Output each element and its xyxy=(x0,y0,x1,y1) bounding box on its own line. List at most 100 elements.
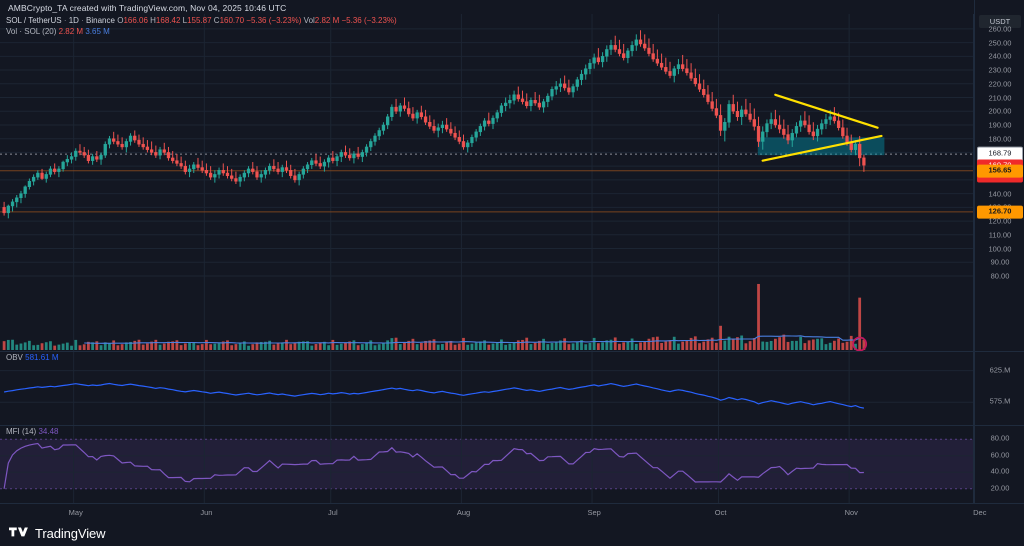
volume-bar xyxy=(744,343,748,350)
legend-volume-study-value: 2.82 M xyxy=(58,26,84,36)
volume-bar xyxy=(150,341,154,350)
candle-body xyxy=(634,39,638,46)
volume-bar xyxy=(803,343,807,350)
volume-bar xyxy=(462,337,465,350)
candle-body xyxy=(858,143,862,159)
volume-bar xyxy=(306,341,309,350)
volume-bar xyxy=(335,344,339,350)
price-chart-canvas[interactable] xyxy=(0,14,974,351)
legend-interval[interactable]: 1D xyxy=(68,16,79,25)
price-axis-tick: 200.00 xyxy=(988,106,1012,116)
mfi-chart-canvas[interactable] xyxy=(0,426,974,503)
volume-bar xyxy=(782,334,786,350)
time-axis-tick: Aug xyxy=(456,508,471,517)
mfi-name[interactable]: MFI (14) xyxy=(6,427,37,436)
obv-name[interactable]: OBV xyxy=(6,353,23,362)
candle-body xyxy=(192,164,196,170)
candle-body xyxy=(385,116,390,126)
candle-body xyxy=(141,143,145,148)
trendline-descending-resistance[interactable] xyxy=(774,93,879,129)
time-axis[interactable]: May Jun Jul Aug Sep Oct Nov Dec xyxy=(0,503,1024,520)
price-axis-unit[interactable]: USDT xyxy=(979,15,1021,28)
volume-bar xyxy=(137,339,141,350)
volume-series[interactable] xyxy=(2,283,866,350)
volume-bar xyxy=(221,341,225,350)
legend-close-label: C xyxy=(213,16,220,25)
candle-body xyxy=(807,124,811,133)
price-tag-alert-lower[interactable]: 126.70 xyxy=(977,205,1023,219)
legend-row-volume-study[interactable]: Vol · SOL (20) 2.82 M 3.65 M xyxy=(6,27,397,38)
candlestick-series[interactable] xyxy=(2,30,866,219)
trendlines[interactable] xyxy=(761,93,883,162)
candle-body xyxy=(238,176,242,182)
volume-bar xyxy=(811,339,815,350)
volume-bar xyxy=(580,340,583,350)
mfi-pane-title[interactable]: MFI (14) 34.48 xyxy=(6,427,59,436)
volume-bar xyxy=(453,344,457,350)
candle-body xyxy=(478,126,483,133)
candle-body xyxy=(499,105,504,113)
obv-pane-title[interactable]: OBV 581.61 M xyxy=(6,353,59,362)
candle-body xyxy=(525,101,529,107)
candle-body xyxy=(352,153,356,159)
volume-bar xyxy=(584,344,588,350)
volume-bar xyxy=(116,345,120,350)
mfi-axis-tick: 20.00 xyxy=(990,483,1010,493)
price-axis-tick: 120.00 xyxy=(988,216,1012,226)
candle-body xyxy=(394,106,398,112)
price-tag-alert-upper[interactable]: 156.65 xyxy=(977,164,1023,178)
candle-body xyxy=(769,119,773,124)
volume-bar xyxy=(78,345,82,350)
volume-bar xyxy=(323,341,326,350)
candle-body xyxy=(360,152,364,157)
mfi-pane-contents xyxy=(0,426,974,503)
candle-body xyxy=(672,68,676,76)
candle-body xyxy=(651,53,655,60)
candle-body xyxy=(740,109,744,117)
legend-open-label: O xyxy=(117,16,124,25)
candle-body xyxy=(179,163,183,167)
candle-body xyxy=(727,104,731,123)
volume-bar xyxy=(681,341,685,350)
volume-bar xyxy=(293,342,297,350)
candle-body xyxy=(272,165,276,170)
volume-bar xyxy=(61,343,65,350)
candle-body xyxy=(331,157,335,161)
volume-bar xyxy=(740,335,744,350)
candle-body xyxy=(171,157,175,161)
time-axis-tick: May xyxy=(68,508,83,517)
legend-exchange[interactable]: Binance xyxy=(86,16,115,25)
candle-body xyxy=(537,102,542,108)
candle-body xyxy=(419,112,423,117)
price-axis-tick: 100.00 xyxy=(988,244,1012,254)
candle-body xyxy=(466,142,470,148)
obv-chart-canvas[interactable] xyxy=(0,352,974,425)
volume-bar xyxy=(795,340,798,350)
candle-body xyxy=(15,197,19,203)
obv-pane[interactable] xyxy=(0,351,974,425)
mfi-pane[interactable] xyxy=(0,425,974,503)
volume-bar xyxy=(154,339,158,350)
trendline-ascending-support[interactable] xyxy=(761,134,883,162)
candle-body xyxy=(508,100,512,104)
candle-body xyxy=(284,167,289,171)
price-pane[interactable] xyxy=(0,14,974,351)
volume-bar xyxy=(108,342,111,350)
candle-body xyxy=(710,101,714,109)
time-axis-tick: Dec xyxy=(973,508,987,517)
volume-bar xyxy=(845,341,849,350)
candle-body xyxy=(579,73,584,80)
candle-body xyxy=(423,116,428,123)
volume-spike-circle-icon[interactable] xyxy=(852,336,868,351)
candle-body xyxy=(137,139,141,145)
candle-body xyxy=(2,207,6,214)
volume-bar xyxy=(344,342,347,350)
price-axis[interactable]: USDT 260.00 250.00 240.00 230.00 220.00 210.0… xyxy=(974,0,1024,504)
candle-body xyxy=(723,121,727,131)
volume-bar xyxy=(205,339,208,350)
legend-volume-study-name[interactable]: Vol · SOL (20) xyxy=(6,26,57,36)
volume-bar xyxy=(731,338,735,350)
legend-symbol[interactable]: SOL / TetherUS xyxy=(6,16,62,25)
candle-body xyxy=(681,64,685,69)
legend-row-symbol[interactable]: SOL / TetherUS · 1D · Binance O166.06 H1… xyxy=(6,16,397,27)
